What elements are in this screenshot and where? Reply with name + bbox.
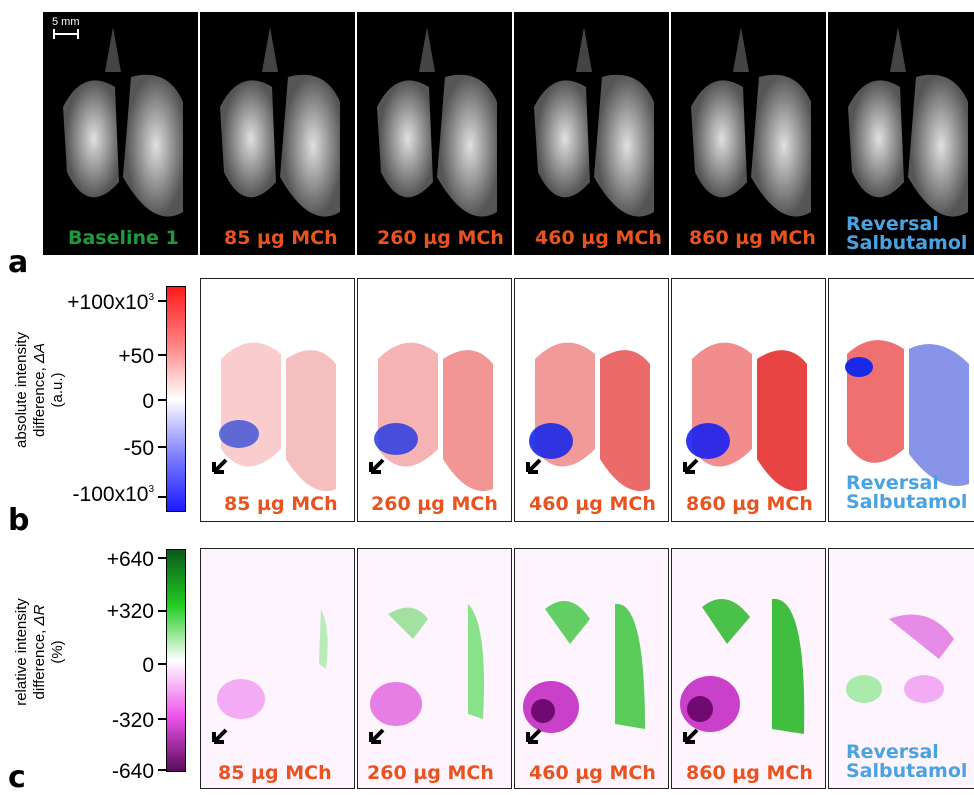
map-c-260 — [357, 548, 512, 789]
tick-c-4: -640 — [111, 760, 154, 783]
difference-map — [686, 342, 807, 491]
arrow-icon — [526, 728, 542, 744]
caption-b-860: 860 µg MCh — [686, 493, 813, 515]
ct-image-reversal — [828, 12, 974, 255]
difference-map — [374, 342, 493, 491]
colorbar-c-ticks — [158, 549, 168, 772]
caption-c-reversal-2: Salbutamol — [846, 760, 968, 782]
tick-c-3: -320 — [111, 709, 154, 732]
panel-a: 5 mm Baseline 1 85 µg MCh 260 µg MCh 460… — [0, 0, 974, 278]
scale-bar: 5 mm — [52, 16, 92, 40]
caption-460: 460 µg MCh — [535, 227, 662, 249]
lung-shape — [63, 27, 183, 217]
panel-letter-b: b — [8, 503, 30, 538]
arrow-icon — [683, 458, 699, 474]
tick-b-0: +100x103 — [34, 292, 154, 313]
map-c-reversal — [828, 548, 974, 789]
panel-c: relative intensity difference, ΔR (%) +6… — [0, 530, 974, 793]
tick-b-0-sup: 3 — [148, 292, 154, 303]
ct-image-460 — [514, 12, 669, 255]
colorbar-b — [166, 286, 186, 512]
arrow-icon — [526, 458, 542, 474]
scale-bar-label: 5 mm — [52, 16, 80, 28]
difference-map — [529, 342, 650, 491]
caption-b-85: 85 µg MCh — [224, 493, 338, 515]
caption-260: 260 µg MCh — [377, 227, 504, 249]
tick-b-3: -50 — [123, 437, 154, 460]
caption-c-85: 85 µg MCh — [218, 762, 332, 784]
tick-c-2: 0 — [142, 654, 154, 677]
panel-letter-a: a — [8, 245, 29, 280]
caption-reversal-1: Reversal — [846, 213, 939, 235]
ct-image-85 — [200, 12, 355, 255]
map-b-85 — [200, 278, 355, 522]
caption-c-reversal-1: Reversal — [846, 741, 939, 763]
caption-860: 860 µg MCh — [689, 227, 816, 249]
arrow-icon — [369, 728, 385, 744]
difference-map — [217, 609, 328, 719]
colorbar-b-ticks — [158, 286, 168, 512]
lung-shape — [377, 27, 497, 217]
map-b-460 — [514, 278, 669, 522]
tick-b-4-sup: 3 — [148, 484, 154, 495]
caption-baseline: Baseline 1 — [68, 227, 179, 249]
ct-image-baseline — [43, 12, 198, 255]
difference-map — [523, 601, 645, 733]
panel-b: absolute intensity difference, ΔA (a.u.)… — [0, 260, 974, 536]
tick-b-1: +50 — [118, 345, 154, 368]
map-b-reversal — [828, 278, 974, 522]
axis-title-b-line1: absolute intensity — [13, 332, 30, 448]
tick-b-0-text: +100x10 — [67, 291, 149, 314]
difference-map — [680, 598, 805, 734]
lung-shape — [848, 27, 968, 217]
caption-c-460: 460 µg MCh — [529, 762, 656, 784]
map-b-860 — [671, 278, 826, 522]
tick-b-4: -100x103 — [34, 484, 154, 505]
caption-b-460: 460 µg MCh — [529, 493, 656, 515]
arrow-icon — [369, 458, 385, 474]
arrow-icon — [683, 728, 699, 744]
caption-b-reversal-1: Reversal — [846, 472, 939, 494]
lung-shape — [691, 27, 811, 217]
difference-map — [845, 340, 969, 486]
difference-map — [370, 604, 484, 726]
scale-bar-line — [53, 29, 79, 39]
lung-shape — [534, 27, 654, 217]
colorbar-c — [166, 549, 186, 772]
map-b-260 — [357, 278, 512, 522]
tick-c-0: +640 — [106, 548, 154, 571]
caption-b-reversal-2: Salbutamol — [846, 491, 968, 513]
lung-shape — [220, 27, 340, 217]
ct-image-260 — [357, 12, 512, 255]
tick-b-4-text: -100x10 — [72, 483, 149, 506]
map-c-85 — [200, 548, 355, 789]
arrow-icon — [212, 728, 228, 744]
tick-c-1: +320 — [106, 600, 154, 623]
arrow-icon — [212, 458, 228, 474]
map-c-460 — [514, 548, 669, 789]
tick-b-2: 0 — [142, 390, 154, 413]
caption-c-860: 860 µg MCh — [686, 762, 813, 784]
panel-letter-c: c — [8, 760, 26, 795]
difference-map — [846, 614, 954, 703]
ct-image-860 — [671, 12, 826, 255]
map-c-860 — [671, 548, 826, 789]
axis-title-c-line1: relative intensity — [13, 598, 30, 706]
caption-85: 85 µg MCh — [224, 227, 338, 249]
difference-map — [219, 342, 336, 491]
caption-b-260: 260 µg MCh — [371, 493, 498, 515]
caption-reversal-2: Salbutamol — [846, 232, 968, 254]
caption-c-260: 260 µg MCh — [367, 762, 494, 784]
